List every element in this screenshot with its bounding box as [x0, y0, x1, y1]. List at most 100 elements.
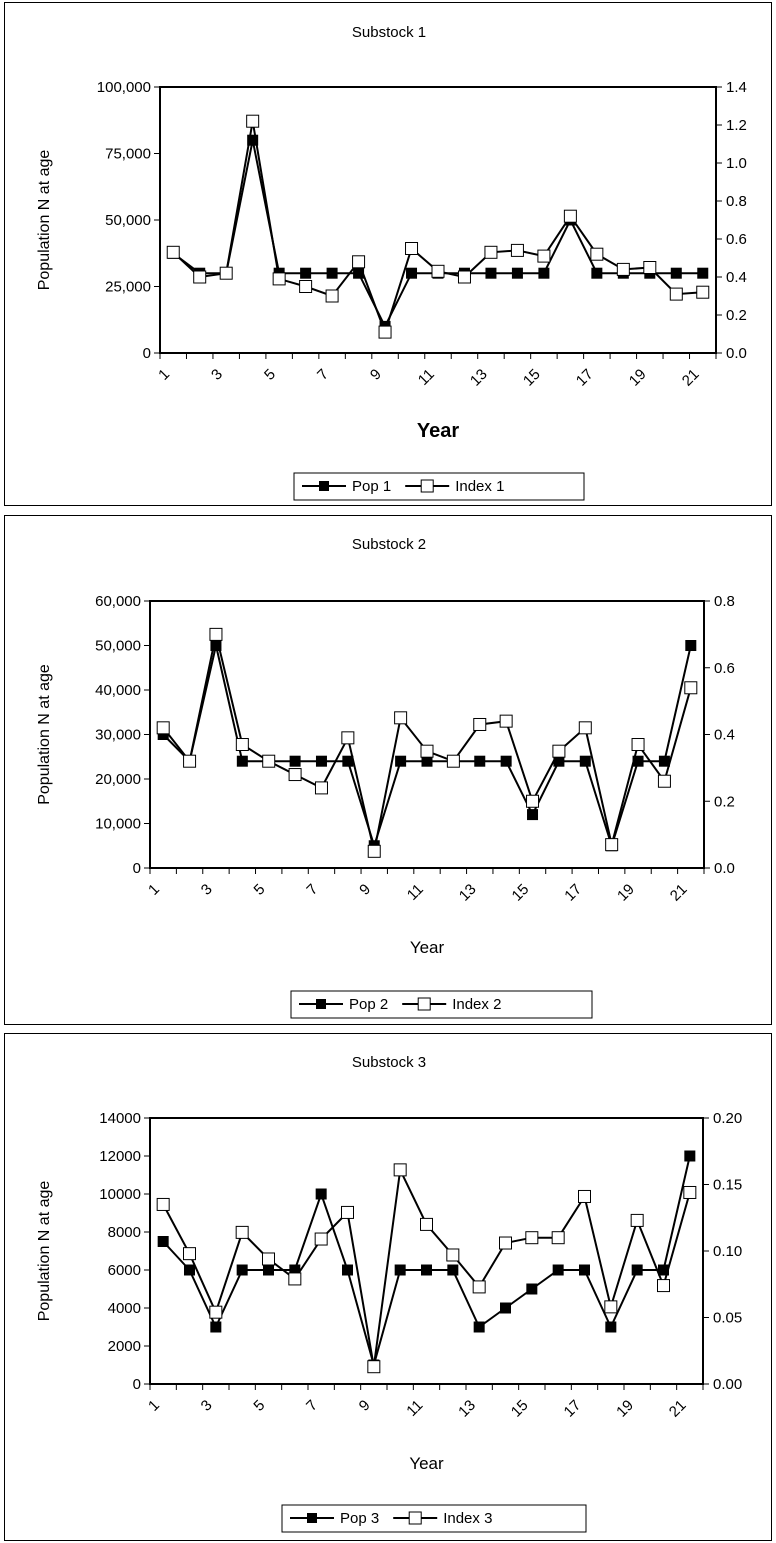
y-tick-label: 10,000	[95, 816, 141, 833]
y-tick-label: 12000	[99, 1148, 141, 1165]
legend: Pop 1 Index 1	[293, 472, 585, 501]
pop-point	[631, 1264, 643, 1276]
pop-point	[184, 1264, 195, 1276]
pop-point	[406, 267, 418, 279]
x-tick-label: 3	[198, 1397, 216, 1415]
index-point	[590, 247, 604, 261]
y-axis-title: Population N at age	[36, 1181, 53, 1322]
index-point	[341, 1205, 354, 1219]
index-point	[288, 768, 302, 782]
x-tick-label: 7	[303, 881, 321, 899]
x-tick-label: 1	[145, 1397, 163, 1415]
index-point	[499, 714, 513, 728]
x-tick-label: 19	[613, 1397, 637, 1421]
index-point	[156, 721, 170, 735]
index-point	[683, 1185, 697, 1199]
y2-tick-label: 0.4	[726, 269, 747, 286]
y2-tick-label: 0.6	[726, 231, 747, 248]
chart-panel-substock-3: Substock 3 0 2000 4000 6000 8000 10000 12000 140…	[4, 1033, 772, 1541]
pop-point	[697, 267, 709, 279]
legend: Pop 3 Index 3	[281, 1504, 587, 1533]
pop-point	[685, 640, 697, 651]
x-tick-label: 5	[261, 366, 279, 384]
y-tick-label: 75,000	[105, 146, 151, 163]
x-tick-label: 17	[561, 1397, 585, 1421]
index-point	[537, 249, 551, 263]
index-point	[578, 721, 592, 735]
index-point	[341, 731, 355, 745]
pop-point	[247, 134, 259, 146]
x-tick-label: 11	[404, 881, 427, 904]
index-point	[193, 270, 207, 284]
pop-point	[670, 267, 682, 279]
index-point	[235, 738, 249, 752]
x-tick-label: 9	[356, 881, 374, 899]
pop-point	[263, 1264, 274, 1276]
legend-marker-filled	[316, 999, 326, 1009]
x-axis-title: Year	[410, 938, 445, 957]
x-tick-label: 7	[303, 1397, 321, 1415]
index-point	[209, 1305, 223, 1319]
x-tick-label: 1	[155, 366, 173, 384]
x-tick-label: 15	[508, 1397, 532, 1421]
y2-tick-label: 0.15	[713, 1177, 742, 1194]
index-point	[525, 1231, 539, 1245]
index-point	[262, 1252, 275, 1266]
series-line-2	[172, 121, 703, 336]
index-point	[420, 744, 434, 758]
y2-tick-label: 0.05	[713, 1310, 742, 1327]
pop-point	[511, 267, 523, 279]
legend-label: Index 1	[455, 478, 504, 495]
legend-label: Pop 3	[340, 1510, 379, 1527]
x-tick-label: 13	[467, 366, 491, 390]
index-point	[446, 754, 460, 768]
chart-title: Substock 1	[352, 24, 426, 41]
legend-label: Pop 1	[352, 478, 391, 495]
index-point	[325, 289, 339, 303]
index-point	[510, 243, 524, 257]
index-point	[552, 744, 566, 758]
y-tick-label: 8000	[108, 1224, 141, 1241]
chart-substock-2: Substock 2 0 10,000 20,000 30,000 40,000 50,00…	[36, 536, 735, 1019]
y-tick-label: 0	[133, 860, 141, 877]
x-tick-label: 1	[145, 881, 163, 899]
index-point	[393, 1163, 407, 1177]
pop-point	[552, 1264, 564, 1276]
y-tick-label: 0	[143, 345, 151, 362]
chart-substock-3: Substock 3 0 2000 4000 6000 8000 10000 12000 140…	[36, 1054, 742, 1533]
y2-tick-label: 0.6	[714, 660, 735, 677]
x-tick-label: 19	[626, 366, 650, 390]
y-tick-label: 0	[133, 1376, 141, 1393]
x-axis-title: Year	[409, 1454, 444, 1473]
index-point	[696, 285, 710, 299]
index-point	[219, 266, 233, 280]
pop-point	[474, 755, 486, 767]
x-tick-label: 11	[415, 366, 438, 389]
pop-point	[315, 1188, 327, 1200]
plot-area	[149, 1117, 704, 1385]
x-tick-label: 17	[573, 366, 597, 390]
plot-area	[159, 86, 717, 354]
index-point	[246, 114, 260, 128]
index-point	[156, 1197, 170, 1211]
pop-point	[473, 1321, 485, 1333]
pop-point	[421, 755, 433, 767]
y-tick-label: 6000	[108, 1262, 141, 1279]
x-axis-title: Year	[417, 420, 459, 442]
pop-point	[579, 1264, 590, 1276]
index-point	[526, 794, 540, 808]
pop-point	[236, 755, 248, 767]
index-point	[684, 681, 698, 695]
y2-tick-label: 0.00	[713, 1376, 742, 1393]
x-tick-label: 19	[614, 881, 638, 905]
y2-tick-label: 1.2	[726, 117, 747, 134]
pop-point	[579, 755, 591, 767]
pop-point	[500, 755, 512, 767]
y-tick-label: 50,000	[105, 212, 151, 229]
legend-label: Index 2	[452, 996, 501, 1013]
index-point	[643, 261, 657, 274]
y2-tick-label: 0.2	[726, 307, 747, 324]
index-point	[446, 1248, 460, 1262]
index-point	[183, 1247, 196, 1261]
y2-tick-label: 0.8	[726, 193, 747, 210]
